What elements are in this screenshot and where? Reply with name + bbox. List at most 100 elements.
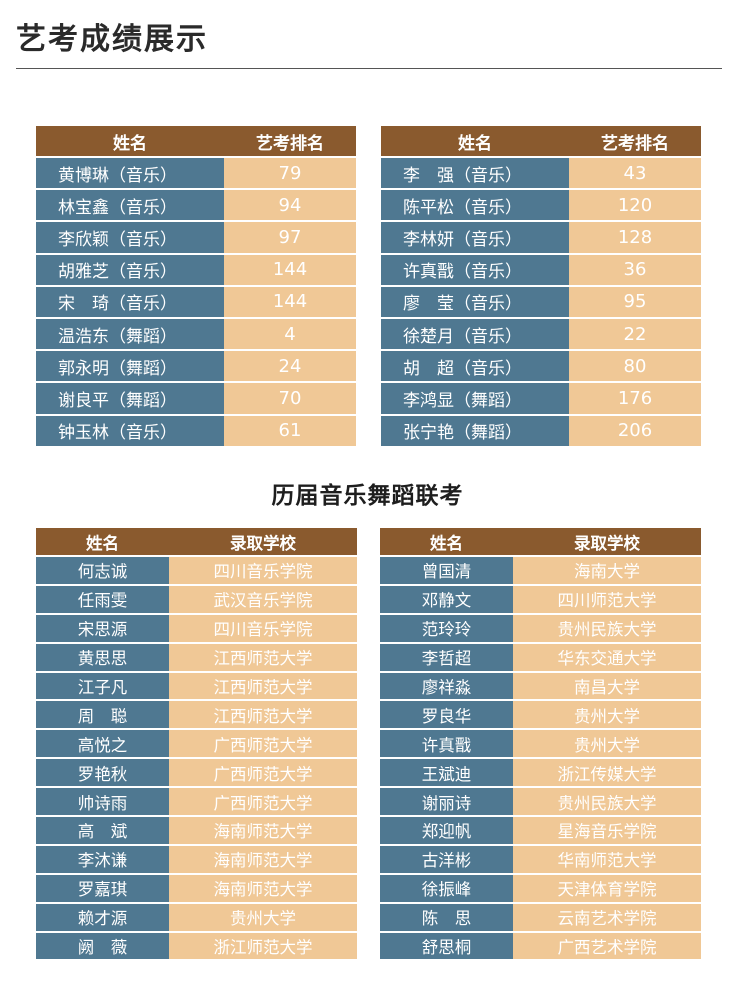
table-row: 李沐谦 海南师范大学 xyxy=(36,845,357,875)
cell-school: 江西师范大学 xyxy=(169,643,357,673)
cell-rank: 128 xyxy=(569,222,701,255)
table-header-row: 姓名 艺考排名 xyxy=(36,126,356,158)
cell-school: 江西师范大学 xyxy=(169,672,357,702)
cell-name: 许真戬 xyxy=(380,730,513,760)
table-row: 林宝鑫（音乐） 94 xyxy=(36,190,356,223)
cell-name: 江子凡 xyxy=(36,672,169,702)
table-row: 任雨雯 武汉音乐学院 xyxy=(36,585,357,615)
cell-name: 王斌迪 xyxy=(380,759,513,789)
table-row: 张宁艳（舞蹈） 206 xyxy=(381,415,701,446)
cell-school: 云南艺术学院 xyxy=(513,903,701,933)
cell-name: 宋 琦（音乐） xyxy=(36,286,224,319)
cell-name: 徐楚月（音乐） xyxy=(381,318,569,352)
table-row: 谢良平（舞蹈） 70 xyxy=(36,383,356,416)
cell-school: 星海音乐学院 xyxy=(513,817,701,846)
column-header-school: 录取学校 xyxy=(513,528,701,557)
table-row: 宋 琦（音乐） 144 xyxy=(36,286,356,319)
table-row: 宋思源 四川音乐学院 xyxy=(36,614,357,644)
cell-school: 华东交通大学 xyxy=(513,643,701,673)
cell-name: 胡雅芝（音乐） xyxy=(36,254,224,287)
cell-name: 范玲玲 xyxy=(380,614,513,644)
cell-name: 罗艳秋 xyxy=(36,759,169,789)
table-row: 李 强（音乐） 43 xyxy=(381,158,701,191)
table-row: 徐振峰 天津体育学院 xyxy=(380,874,701,904)
cell-name: 张宁艳（舞蹈） xyxy=(381,415,569,446)
admission-table-right: 姓名 录取学校 曾国清 海南大学 邓静文 四川师范大学 范玲玲 贵州民族大学 李哲超 华东交通… xyxy=(380,528,701,960)
table-row: 高 斌海南师范大学 xyxy=(36,817,357,846)
cell-name: 高 斌 xyxy=(36,817,169,846)
cell-school: 广西师范大学 xyxy=(169,730,357,760)
cell-name: 郑迎帆 xyxy=(380,817,513,846)
cell-rank: 4 xyxy=(224,318,356,352)
column-header-rank: 艺考排名 xyxy=(569,126,701,158)
cell-name: 曾国清 xyxy=(380,557,513,586)
cell-name: 陈 思 xyxy=(380,903,513,933)
cell-name: 李鸿显（舞蹈） xyxy=(381,383,569,416)
table-row: 罗良华 贵州大学 xyxy=(380,701,701,731)
cell-rank: 206 xyxy=(569,415,701,446)
cell-name: 李哲超 xyxy=(380,643,513,673)
column-header-name: 姓名 xyxy=(381,126,569,158)
cell-rank: 94 xyxy=(224,190,356,223)
cell-school: 广西师范大学 xyxy=(169,788,357,818)
table-header-row: 姓名 艺考排名 xyxy=(381,126,701,158)
table-row: 许真戬 贵州大学 xyxy=(380,730,701,760)
table-row: 何志诚 四川音乐学院 xyxy=(36,557,357,586)
column-header-school: 录取学校 xyxy=(169,528,357,557)
cell-school: 海南师范大学 xyxy=(169,845,357,875)
column-header-name: 姓名 xyxy=(380,528,513,557)
cell-rank: 144 xyxy=(224,254,356,287)
admission-table-right-body: 曾国清 海南大学 邓静文 四川师范大学 范玲玲 贵州民族大学 李哲超 华东交通大学 廖祥淼 南昌大… xyxy=(380,557,701,960)
cell-name: 帅诗雨 xyxy=(36,788,169,818)
cell-school: 海南师范大学 xyxy=(169,817,357,846)
table-row: 舒思桐 广西艺术学院 xyxy=(380,932,701,960)
admission-table-left: 姓名 录取学校 何志诚 四川音乐学院 任雨雯 武汉音乐学院 宋思源 四川音乐学院 黄思思 江西… xyxy=(36,528,357,960)
cell-name: 邓静文 xyxy=(380,585,513,615)
cell-rank: 22 xyxy=(569,318,701,352)
rank-table-right-body: 李 强（音乐） 43 陈平松（音乐） 120 李林妍（音乐） 128 许真戬（音乐） 36 廖 … xyxy=(381,158,701,446)
cell-name: 黄思思 xyxy=(36,643,169,673)
rank-table-right: 姓名 艺考排名 李 强（音乐） 43 陈平松（音乐） 120 李林妍（音乐） 128 许真戬… xyxy=(381,126,701,446)
table-row: 徐楚月（音乐） 22 xyxy=(381,318,701,352)
table-row: 赖才源 贵州大学 xyxy=(36,903,357,933)
column-header-rank: 艺考排名 xyxy=(224,126,356,158)
table-row: 谢丽诗 贵州民族大学 xyxy=(380,788,701,818)
cell-name: 罗嘉琪 xyxy=(36,874,169,904)
cell-name: 高悦之 xyxy=(36,730,169,760)
cell-school: 贵州民族大学 xyxy=(513,614,701,644)
cell-school: 浙江师范大学 xyxy=(169,932,357,960)
cell-rank: 95 xyxy=(569,286,701,319)
cell-name: 古洋彬 xyxy=(380,845,513,875)
cell-school: 江西师范大学 xyxy=(169,701,357,731)
cell-name: 任雨雯 xyxy=(36,585,169,615)
table-row: 古洋彬 华南师范大学 xyxy=(380,845,701,875)
table-row: 周 聪江西师范大学 xyxy=(36,701,357,731)
cell-rank: 97 xyxy=(224,222,356,255)
cell-name: 胡 超（音乐） xyxy=(381,351,569,384)
cell-name: 廖 莹（音乐） xyxy=(381,286,569,319)
cell-school: 华南师范大学 xyxy=(513,845,701,875)
cell-name: 林宝鑫（音乐） xyxy=(36,190,224,223)
table-row: 阙 薇浙江师范大学 xyxy=(36,932,357,960)
cell-name: 周 聪 xyxy=(36,701,169,731)
cell-name: 李 强（音乐） xyxy=(381,158,569,191)
cell-name: 李林妍（音乐） xyxy=(381,222,569,255)
table-row: 江子凡 江西师范大学 xyxy=(36,672,357,702)
rank-table-left-body: 黄博琳（音乐） 79 林宝鑫（音乐） 94 李欣颖（音乐） 97 胡雅芝（音乐） 144 宋 琦… xyxy=(36,158,356,446)
cell-school: 四川音乐学院 xyxy=(169,614,357,644)
cell-rank: 80 xyxy=(569,351,701,384)
cell-name: 钟玉林（音乐） xyxy=(36,415,224,446)
table-row: 黄思思 江西师范大学 xyxy=(36,643,357,673)
cell-school: 四川音乐学院 xyxy=(169,557,357,586)
cell-school: 广西艺术学院 xyxy=(513,932,701,960)
cell-school: 海南师范大学 xyxy=(169,874,357,904)
table-row: 罗艳秋 广西师范大学 xyxy=(36,759,357,789)
column-header-name: 姓名 xyxy=(36,528,169,557)
cell-school: 广西师范大学 xyxy=(169,759,357,789)
cell-rank: 79 xyxy=(224,158,356,191)
table-row: 陈平松（音乐） 120 xyxy=(381,190,701,223)
cell-rank: 24 xyxy=(224,351,356,384)
table-row: 李鸿显（舞蹈） 176 xyxy=(381,383,701,416)
table-row: 胡雅芝（音乐） 144 xyxy=(36,254,356,287)
page-title: 艺考成绩展示 xyxy=(16,22,208,57)
